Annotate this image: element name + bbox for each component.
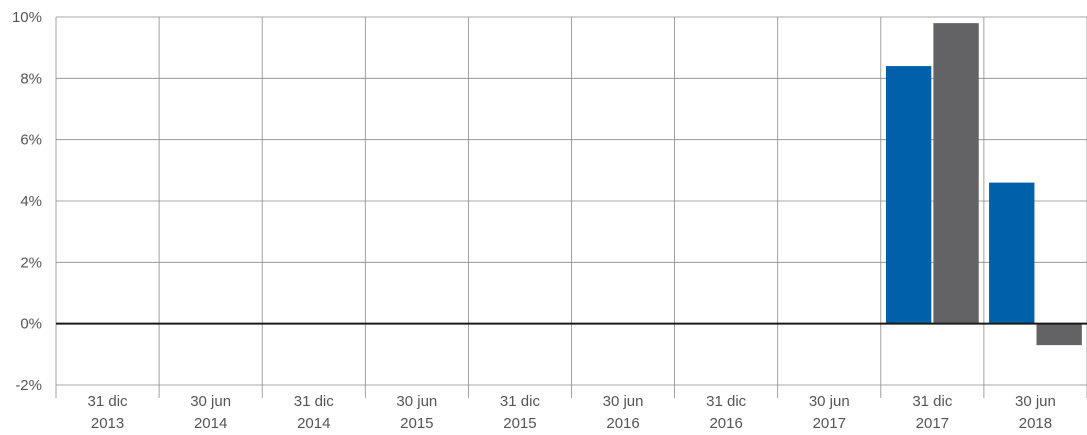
y-tick-label: 4% [20, 193, 42, 210]
x-tick-label: 30 jun [809, 393, 850, 410]
x-tick-label: 2017 [916, 415, 949, 432]
x-tick-label: 2015 [503, 415, 536, 432]
y-tick-label: 6% [20, 132, 42, 149]
y-tick-label: 2% [20, 254, 42, 271]
x-tick-label: 2014 [194, 415, 227, 432]
tick-labels: -2% 0% 2% 4% 6% 8% 10% 31 dic 2013 30 jun 2014 31 d… [12, 9, 1056, 432]
x-tick-label: 31 dic [500, 393, 541, 410]
x-tick-label: 2017 [813, 415, 846, 432]
x-tick-label: 30 jun [396, 393, 437, 410]
bars [885, 23, 1082, 346]
x-tick-label: 30 jun [1015, 393, 1056, 410]
y-tick-label: -2% [15, 377, 42, 394]
x-tick-label: 2015 [400, 415, 433, 432]
y-tick-label: 0% [20, 316, 42, 333]
x-tick-label: 2013 [91, 415, 124, 432]
x-tick-label: 31 dic [706, 393, 747, 410]
bar [1036, 323, 1082, 346]
x-tick-label: 31 dic [912, 393, 953, 410]
x-tick-label: 30 jun [603, 393, 644, 410]
x-tick-label: 31 dic [294, 393, 335, 410]
grid [55, 16, 1087, 398]
bar [933, 23, 979, 324]
x-tick-label: 2018 [1019, 415, 1052, 432]
y-tick-label: 10% [12, 9, 42, 26]
bar [989, 182, 1035, 324]
x-tick-label: 30 jun [190, 393, 231, 410]
x-tick-label: 2016 [709, 415, 742, 432]
x-tick-label: 2016 [606, 415, 639, 432]
bar [885, 66, 932, 324]
x-tick-label: 31 dic [88, 393, 129, 410]
y-tick-label: 8% [20, 70, 42, 87]
x-tick-label: 2014 [297, 415, 330, 432]
